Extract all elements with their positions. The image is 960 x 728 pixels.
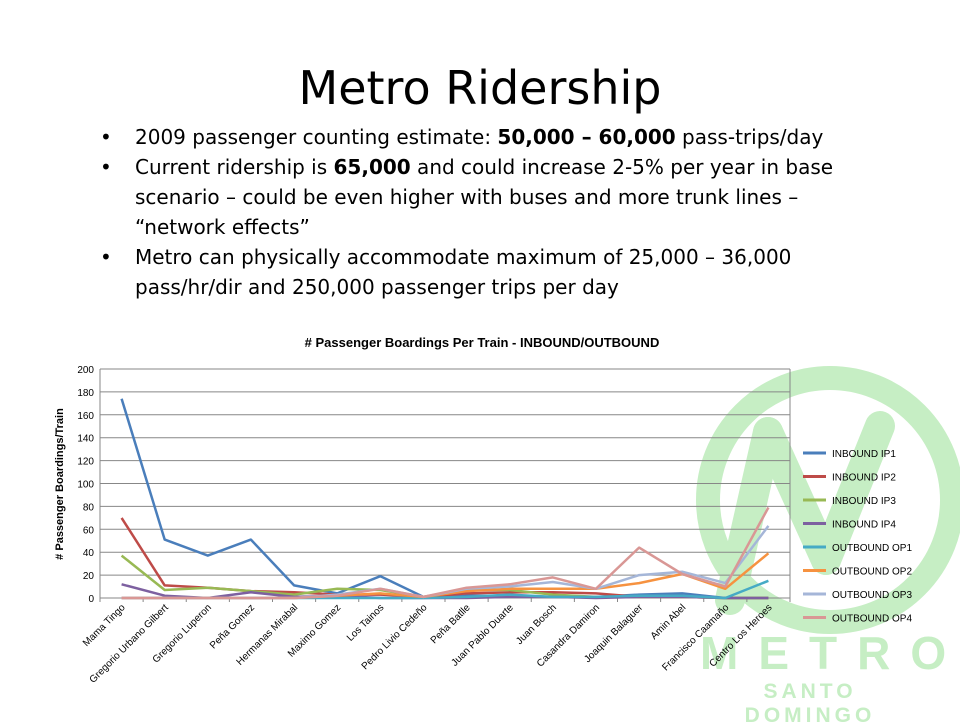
series-line-outbound-op4 [121, 506, 770, 600]
bullet-emphasis: 65,000 [333, 155, 411, 179]
bullet-text: 2009 passenger counting estimate: [135, 125, 498, 149]
x-tick-label: Mama Tingo [81, 602, 128, 649]
logo-stroke-right [811, 411, 895, 575]
x-tick-label: Peña Batlle [429, 602, 473, 646]
x-tick-label: Juan Bosch [514, 602, 559, 647]
y-tick-label: 100 [77, 480, 94, 491]
y-tick-label: 200 [77, 365, 94, 376]
legend-label: INBOUND IP1 [832, 449, 896, 460]
legend-label: OUTBOUND OP2 [832, 567, 912, 578]
legend-label: INBOUND IP3 [832, 496, 896, 507]
x-tick-label: Los Tainos [345, 602, 386, 643]
chart-title: # Passenger Boardings Per Train - INBOUN… [305, 335, 660, 350]
slide-title: Metro Ridership [298, 61, 662, 115]
y-tick-label: 120 [77, 457, 94, 468]
bullet-item: Current ridership is 65,000 and could in… [98, 152, 888, 242]
ridership-line-chart: # Passenger Boardings Per Train - INBOUN… [54, 335, 912, 686]
legend: INBOUND IP1 INBOUND IP2 INBOUND IP3 INBOUND… [803, 449, 912, 625]
y-tick-label: 40 [83, 548, 95, 559]
x-tick-label: Amin Abel [649, 602, 689, 642]
y-tick-label: 160 [77, 411, 94, 422]
bullet-emphasis: 50,000 – 60,000 [497, 125, 676, 149]
y-tick-label: 80 [83, 502, 95, 513]
y-tick-label: 140 [77, 434, 94, 445]
logo-stroke-mid [753, 417, 841, 575]
bullet-item: 2009 passenger counting estimate: 50,000… [98, 122, 888, 152]
y-axis-label: # Passenger Boardings/Train [54, 408, 66, 560]
bullet-text: and could increase 2-5% per year in base… [135, 155, 834, 239]
legend-label: OUTBOUND OP1 [832, 543, 912, 554]
legend-label: OUTBOUND OP4 [832, 614, 912, 625]
y-tick-label: 180 [77, 388, 94, 399]
legend-label: INBOUND IP2 [832, 473, 896, 484]
legend-label: OUTBOUND OP3 [832, 590, 912, 601]
series-line-outbound-op3 [121, 525, 770, 600]
bullet-list: 2009 passenger counting estimate: 50,000… [98, 122, 888, 302]
x-tick-label: Gregorio Urbano Gilbert [88, 602, 171, 685]
bullet-text: Current ridership is [135, 155, 334, 179]
bullet-item: Metro can physically accommodate maximum… [98, 242, 888, 302]
bullet-text: Metro can physically accommodate maximum… [135, 245, 792, 299]
bullet-text: pass-trips/day [675, 125, 824, 149]
y-tick-label: 60 [83, 525, 95, 536]
y-tick-label: 0 [88, 594, 94, 605]
plot-area: 0 20 40 60 80 100 120 140 160 180 200 Mama TingoGre… [77, 365, 791, 686]
legend-label: INBOUND IP4 [832, 520, 896, 531]
logo-stroke-left [715, 417, 783, 615]
logo-ring [696, 366, 960, 634]
series-line-inbound-ip2 [120, 517, 769, 600]
logo-wordmark: METRO [700, 627, 960, 679]
y-tick-label: 20 [83, 571, 95, 582]
